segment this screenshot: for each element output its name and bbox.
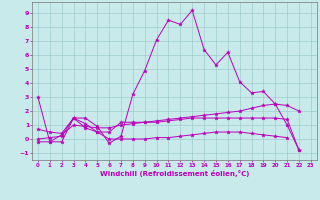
X-axis label: Windchill (Refroidissement éolien,°C): Windchill (Refroidissement éolien,°C) (100, 170, 249, 177)
